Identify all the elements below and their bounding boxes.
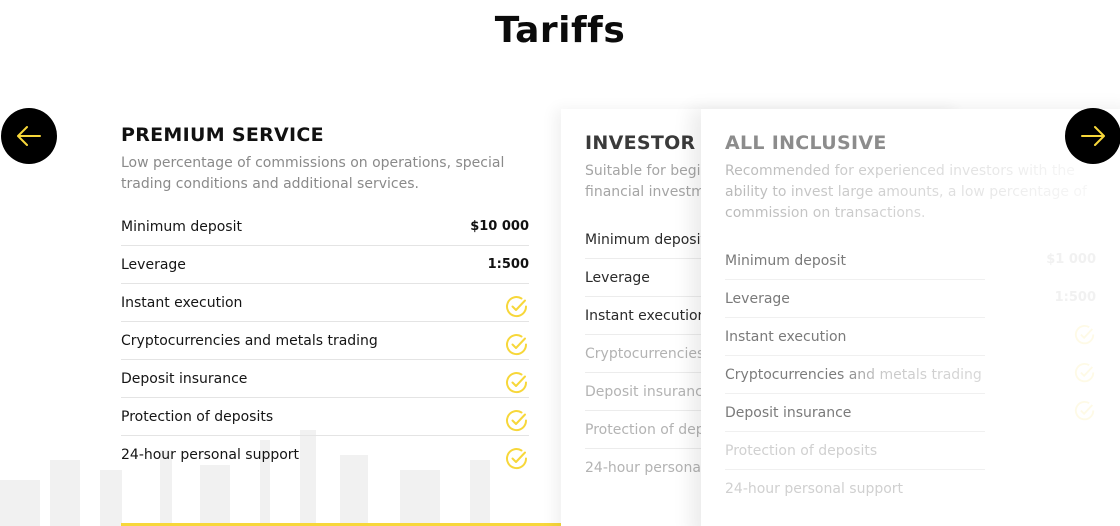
feature-value: $10 000 xyxy=(470,219,529,234)
page-title: Tariffs xyxy=(494,10,626,51)
feature-row-instant-execution: Instant execution xyxy=(725,318,985,356)
feature-row-leverage: Leverage xyxy=(585,259,701,297)
feature-row-crypto-metals: Cryptocurrencies and metals trading xyxy=(725,356,985,394)
feature-list: Minimum deposit Leverage Instant executi… xyxy=(585,221,701,487)
feature-row-instant-execution: Instant execution xyxy=(121,284,529,322)
feature-value-check xyxy=(1040,354,1096,392)
feature-row-24h-support: 24-hour personal support xyxy=(121,436,529,474)
feature-label: 24-hour personal support xyxy=(725,481,904,497)
feature-list: Minimum deposit $10 000 Leverage 1:500 I… xyxy=(121,208,529,474)
feature-label: Cryptocurrencies and metals trading xyxy=(121,332,378,349)
feature-label: Leverage xyxy=(725,290,790,307)
arrow-left-icon xyxy=(17,126,41,146)
feature-row-protection-of-deposits: Protection of deposits xyxy=(725,432,985,470)
check-circle-icon xyxy=(1074,324,1095,345)
feature-label: Protection of deposits xyxy=(725,442,878,459)
check-circle-icon xyxy=(1074,362,1095,383)
feature-label: Cryptocurrencies and metals trading xyxy=(725,366,982,383)
feature-label: Protection of deposits xyxy=(585,421,701,438)
feature-row-minimum-deposit: Minimum deposit xyxy=(585,221,701,259)
feature-label: Deposit insurance xyxy=(725,404,852,421)
tariff-title: ALL INCLUSIVE xyxy=(725,132,887,154)
tariff-title: INVESTOR xyxy=(585,132,696,154)
feature-row-deposit-insurance: Deposit insurance xyxy=(725,394,985,432)
feature-row-minimum-deposit: Minimum deposit xyxy=(725,242,985,280)
tariff-card-all-inclusive[interactable]: ALL INCLUSIVE Recommended for experience… xyxy=(701,109,1120,526)
feature-value: 1:500 xyxy=(487,257,529,272)
all-inclusive-values: $1 000 1:500 xyxy=(1040,240,1096,430)
tariff-description-line: Suitable for begin xyxy=(585,163,701,179)
arrow-right-icon xyxy=(1081,126,1105,146)
feature-label: Deposit insurance xyxy=(121,370,248,387)
feature-row-protection-of-deposits: Protection of deposits xyxy=(585,411,701,449)
feature-row-deposit-insurance: Deposit insurance xyxy=(121,360,529,398)
feature-label: 24-hour personal support xyxy=(121,447,300,463)
feature-label: 24-hour personal support xyxy=(585,460,701,476)
feature-label: Cryptocurrencies and metals trading xyxy=(585,345,701,362)
tariff-description: Recommended for experienced investors wi… xyxy=(725,161,1105,224)
tariff-card-premium-service: PREMIUM SERVICE Low percentage of commis… xyxy=(121,110,529,474)
feature-label: Leverage xyxy=(585,269,650,286)
check-circle-icon xyxy=(1074,400,1095,421)
feature-row-protection-of-deposits: Protection of deposits xyxy=(121,398,529,436)
background-decoration xyxy=(0,430,490,526)
feature-row-leverage: Leverage xyxy=(725,280,985,318)
check-circle-icon xyxy=(506,371,528,393)
feature-row-minimum-deposit: Minimum deposit $10 000 xyxy=(121,208,529,246)
feature-label: Instant execution xyxy=(585,307,701,324)
feature-value-check xyxy=(1040,316,1096,354)
feature-list: Minimum deposit Leverage Instant executi… xyxy=(725,242,985,508)
feature-value: $1 000 xyxy=(1046,251,1096,267)
feature-label: Minimum deposit xyxy=(585,231,701,248)
feature-row-crypto-metals: Cryptocurrencies and metals trading xyxy=(121,322,529,360)
next-slide-button[interactable] xyxy=(1065,108,1120,164)
check-circle-icon xyxy=(506,409,528,431)
feature-row-24h-support: 24-hour personal support xyxy=(585,449,701,487)
feature-label: Instant execution xyxy=(725,328,847,345)
tariff-description: Low percentage of commissions on operati… xyxy=(121,155,505,192)
active-card-accent-bar xyxy=(121,523,561,526)
check-circle-icon xyxy=(506,333,528,355)
feature-label: Deposit insurance xyxy=(585,383,701,400)
feature-row-instant-execution: Instant execution xyxy=(585,297,701,335)
tariff-title: PREMIUM SERVICE xyxy=(121,124,324,146)
feature-row-deposit-insurance: Deposit insurance xyxy=(585,373,701,411)
feature-label: Minimum deposit xyxy=(121,218,242,235)
prev-slide-button[interactable] xyxy=(1,108,57,164)
feature-label: Minimum deposit xyxy=(725,252,846,269)
tariff-description-line: financial investme xyxy=(585,184,701,200)
feature-label: Instant execution xyxy=(121,294,243,311)
feature-row-crypto-metals: Cryptocurrencies and metals trading xyxy=(585,335,701,373)
feature-row-24h-support: 24-hour personal support xyxy=(725,470,985,508)
feature-label: Protection of deposits xyxy=(121,408,274,425)
feature-row-leverage: Leverage 1:500 xyxy=(121,246,529,284)
feature-value: 1:500 xyxy=(1054,289,1096,305)
tariff-description: Suitable for begin financial investme xyxy=(585,161,701,203)
check-circle-icon xyxy=(506,448,528,470)
check-circle-icon xyxy=(506,295,528,317)
feature-value-check xyxy=(1040,392,1096,430)
feature-label: Leverage xyxy=(121,256,186,273)
